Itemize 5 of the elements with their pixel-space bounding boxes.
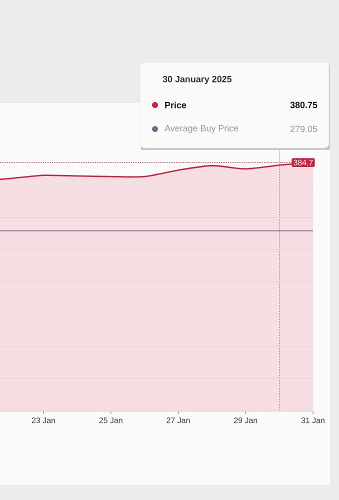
annotation: 380.75 bbox=[290, 102, 318, 108]
annotation: 279.05 bbox=[290, 126, 318, 132]
legend-label: Average Buy Price bbox=[164, 124, 238, 134]
legend-label: Price bbox=[165, 102, 186, 108]
ref-line-label: 30 January 2025 bbox=[162, 76, 232, 84]
